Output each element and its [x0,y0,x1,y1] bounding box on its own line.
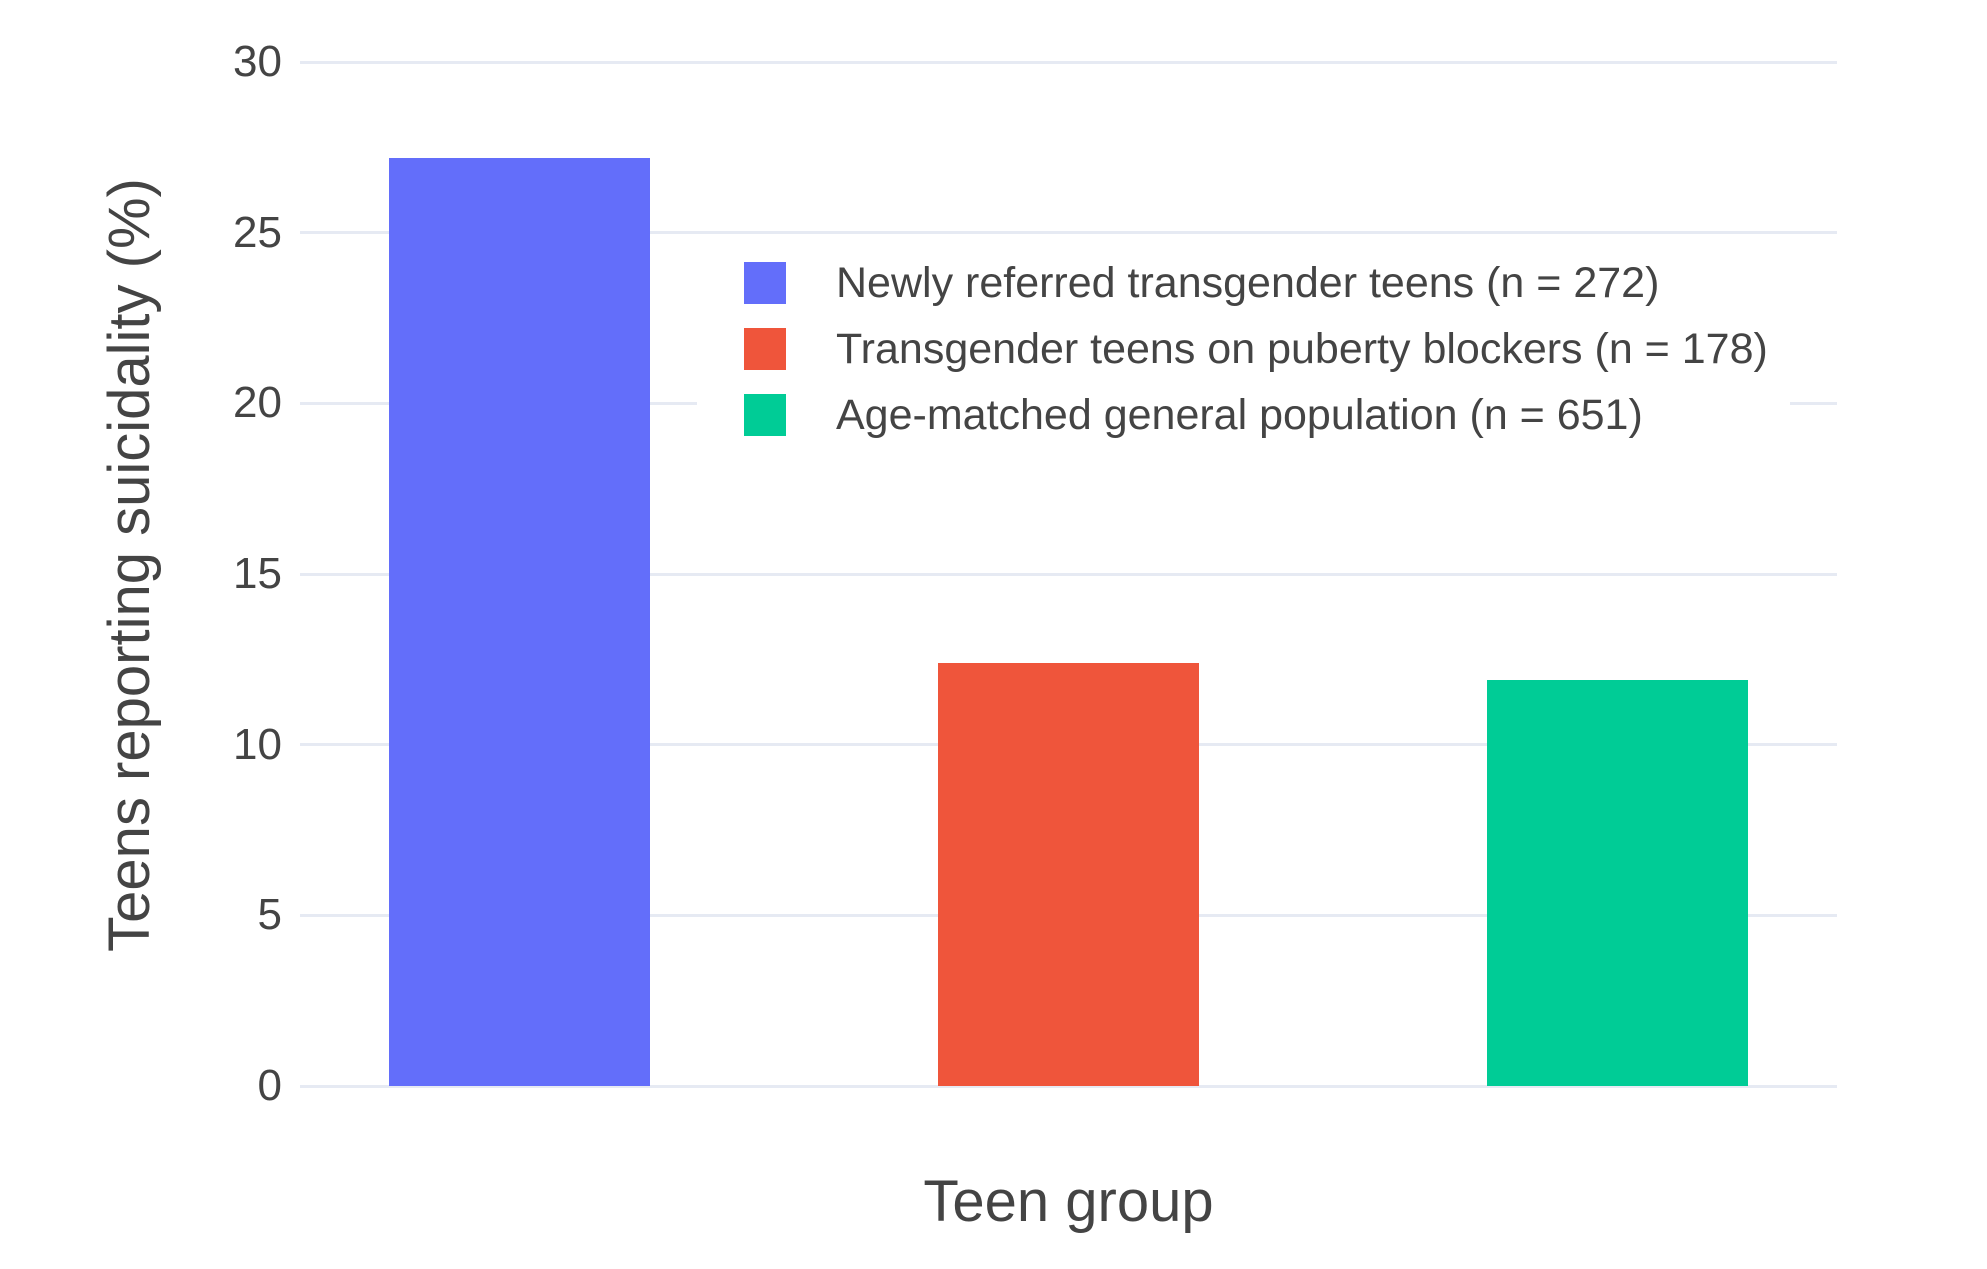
gridline-y-30 [300,60,1837,64]
legend-label: Newly referred transgender teens (n = 27… [836,258,1660,307]
y-tick-label-5: 5 [257,890,282,940]
plot-area [300,45,1837,1088]
gridline-y-25 [300,231,1837,235]
legend-item-newly-referred-transgender-teens-n-272[interactable]: Newly referred transgender teens (n = 27… [697,250,1790,316]
bar-newly-referred-transgender-teens-n-272[interactable] [389,157,650,1086]
legend-label: Age-matched general population (n = 651) [836,390,1643,439]
y-tick-label-0: 0 [257,1061,282,1110]
gridline-y-0 [300,1084,1837,1088]
y-tick-label-15: 15 [233,549,282,599]
legend: Newly referred transgender teens (n = 27… [697,250,1790,448]
x-axis-title: Teen group [923,1169,1214,1234]
legend-item-age-matched-general-population-n-651[interactable]: Age-matched general population (n = 651) [697,382,1790,448]
legend-item-transgender-teens-on-puberty-blockers-n-[interactable]: Transgender teens on puberty blockers (n… [697,316,1790,382]
y-tick-label-25: 25 [233,207,282,257]
legend-swatch-icon [744,262,786,304]
legend-swatch-icon [744,394,786,436]
y-tick-label-30: 30 [233,37,282,87]
gridline-y-15 [300,572,1837,576]
y-tick-label-20: 20 [233,378,282,428]
bar-transgender-teens-on-puberty-blockers-n-[interactable] [938,662,1199,1086]
bar-age-matched-general-population-n-651[interactable] [1487,679,1748,1086]
y-tick-label-10: 10 [233,719,282,769]
legend-swatch-icon [744,328,786,370]
legend-label: Transgender teens on puberty blockers (n… [836,324,1768,373]
